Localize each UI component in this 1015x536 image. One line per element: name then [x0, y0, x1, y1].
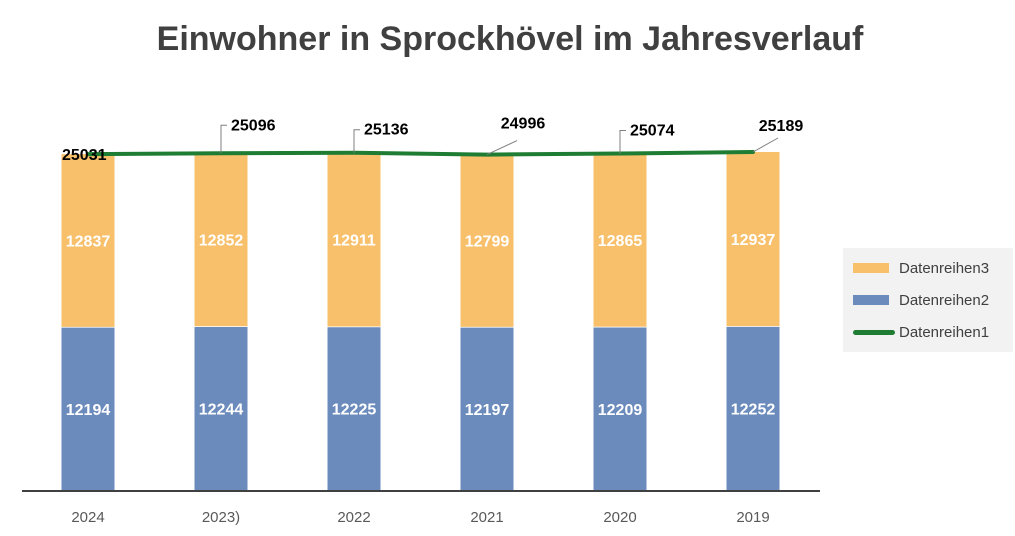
- legend-swatch-datenreihen2: [853, 295, 889, 305]
- legend-line-datenreihen1: [853, 329, 895, 335]
- data-label-datenreihen2-2024: 12194: [66, 402, 111, 419]
- bar-datenreihen3-2020: [593, 153, 647, 327]
- data-label-datenreihen3-2023): 12852: [199, 233, 244, 250]
- x-tick-label-2022: 2022: [337, 509, 370, 526]
- legend-item-datenreihen3: Datenreihen3: [853, 258, 989, 278]
- data-label-datenreihen2-2019: 12252: [731, 402, 776, 419]
- bar-datenreihen3-2023): [194, 153, 248, 327]
- leader-line: [220, 124, 227, 154]
- data-label-datenreihen3-2024: 12837: [66, 234, 111, 251]
- bar-datenreihen2-2024: [61, 326, 115, 491]
- bar-datenreihen2-2021: [460, 326, 514, 491]
- data-label-datenreihen1-2019: 25189: [759, 118, 804, 135]
- leader-line: [353, 129, 360, 153]
- data-label-datenreihen2-2021: 12197: [465, 402, 510, 419]
- bar-datenreihen2-2019: [726, 326, 780, 491]
- data-label-datenreihen1-2023): 25096: [231, 117, 276, 134]
- data-label-datenreihen3-2022: 12911: [332, 233, 376, 250]
- leader-line: [752, 137, 779, 153]
- bar-datenreihen3-2024: [61, 154, 115, 327]
- line-datenreihen1: [86, 150, 755, 157]
- data-label-datenreihen2-2022: 12225: [332, 402, 377, 419]
- x-tick-label-2021: 2021: [470, 509, 503, 526]
- bar-datenreihen2-2023): [194, 326, 248, 491]
- data-label-datenreihen1-2021: 24996: [501, 116, 546, 133]
- data-label-datenreihen1-2020: 25074: [630, 123, 675, 140]
- x-tick-label-2020: 2020: [603, 509, 636, 526]
- x-tick-label-2023): 2023): [202, 509, 240, 526]
- x-tick-label-2024: 2024: [71, 509, 104, 526]
- data-label-datenreihen3-2020: 12865: [598, 233, 643, 250]
- bar-datenreihen3-2022: [327, 152, 381, 327]
- data-label-datenreihen1-2022: 25136: [364, 122, 409, 139]
- data-label-datenreihen3-2021: 12799: [465, 234, 510, 251]
- legend-label-datenreihen2: Datenreihen2: [899, 291, 990, 309]
- data-label-datenreihen2-2020: 12209: [598, 402, 643, 419]
- bar-datenreihen2-2020: [593, 326, 647, 491]
- data-label-datenreihen3-2019: 12937: [731, 232, 776, 249]
- legend-swatch-datenreihen3: [853, 263, 889, 273]
- bar-datenreihen3-2021: [460, 154, 514, 327]
- data-label-datenreihen2-2023): 12244: [199, 402, 244, 419]
- chart-title: Einwohner in Sprockhövel im Jahresverlau…: [157, 20, 864, 58]
- x-tick-label-2019: 2019: [736, 509, 769, 526]
- legend-label-datenreihen1: Datenreihen1: [899, 323, 990, 341]
- legend-label-datenreihen3: Datenreihen3: [899, 259, 990, 277]
- leader-line: [486, 140, 518, 156]
- bar-datenreihen2-2022: [327, 326, 381, 491]
- legend-item-datenreihen2: Datenreihen2: [853, 290, 989, 310]
- chart-legend: Datenreihen3 Datenreihen2 Datenreihen1: [843, 248, 1013, 352]
- bar-datenreihen3-2019: [726, 152, 780, 327]
- legend-item-datenreihen1: Datenreihen1: [853, 322, 989, 342]
- leader-line: [619, 130, 626, 154]
- data-label-datenreihen1-2024: 25031: [62, 147, 107, 164]
